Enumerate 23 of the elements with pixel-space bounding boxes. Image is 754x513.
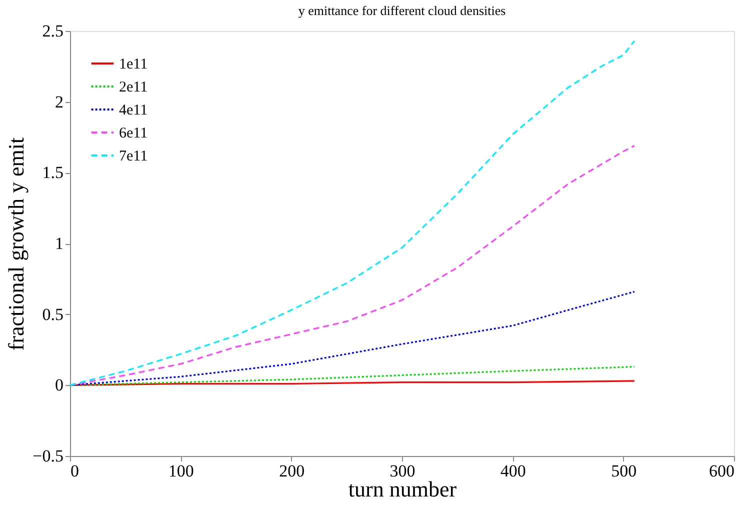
y-tick-label: 2.5 [42, 22, 64, 40]
legend-label: 7e11 [119, 148, 148, 164]
legend-label: 2e11 [119, 80, 148, 96]
y-tick-label: 1 [55, 234, 64, 253]
x-tick-label: 500 [611, 462, 637, 480]
x-tick-label: 600 [709, 462, 734, 480]
line-series [69, 144, 636, 386]
chart-title: y emittance for different cloud densities [298, 3, 506, 18]
legend-label: 6e11 [119, 126, 148, 142]
y-tick-label: −0.5 [32, 446, 64, 466]
y-tick-label: 1.5 [42, 163, 64, 182]
line-series [69, 290, 636, 386]
y-tick-label: 2 [55, 92, 64, 112]
x-tick-label: 400 [500, 462, 526, 480]
x-tick-label: 100 [168, 462, 194, 480]
legend-label: 1e11 [119, 56, 148, 72]
line-series [69, 40, 636, 386]
legend-label: 4e11 [119, 102, 148, 118]
y-axis-title: fractional growth y emit [4, 137, 29, 351]
x-tick-label: 0 [70, 462, 79, 480]
x-tick-label: 200 [279, 462, 305, 480]
y-tick-label: 0.5 [42, 304, 64, 324]
y-tick-label: 0 [55, 376, 64, 395]
